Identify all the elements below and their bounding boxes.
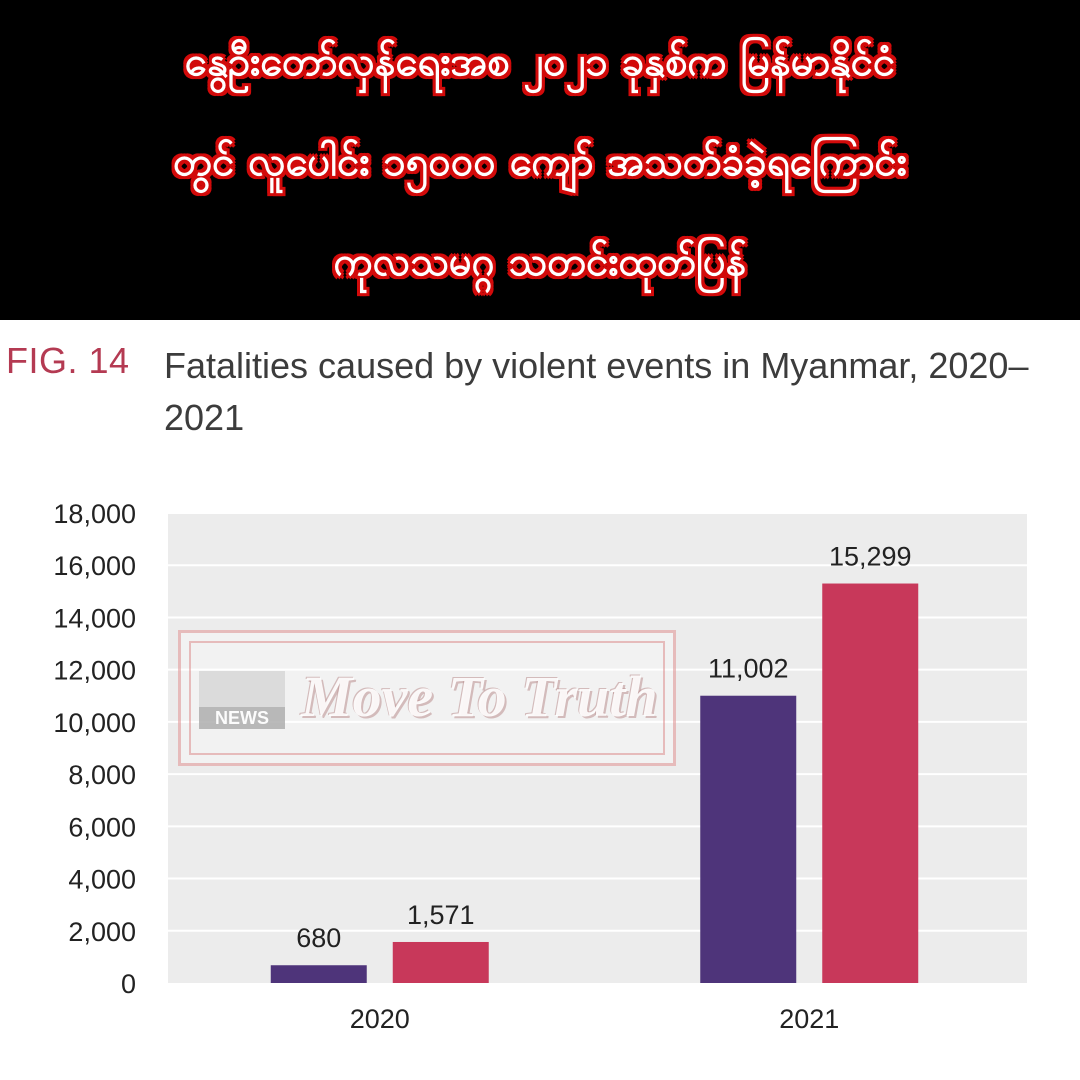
headline-line-1: နွေဦးတော်လှန်ရေးအစ ၂၀၂၁ ခုနှစ်က မြန်မာနိ… [184,39,896,85]
data-label: 11,002 [708,654,789,684]
x-tick-label: 2021 [779,1004,839,1034]
data-label: 680 [296,923,341,953]
data-label: 15,299 [829,542,912,572]
headline-banner: နွေဦးတော်လှန်ရေးအစ ၂၀၂၁ ခုနှစ်က မြန်မာနိ… [0,0,1080,320]
bar [700,695,797,983]
y-tick-label: 4,000 [68,865,136,895]
y-tick-label: 8,000 [68,760,136,790]
y-tick-label: 14,000 [53,603,136,633]
bar [270,965,367,983]
bar [392,941,489,983]
watermark-logo-text: NEWS [199,707,285,729]
watermark-logo-icon: NEWS [199,671,285,729]
data-label: 1,571 [407,900,475,930]
headline-line-3: ကုလသမဂ္ဂ သတင်းထုတ်ပြန် [333,239,747,285]
y-tick-label: 12,000 [53,656,136,686]
y-tick-label: 0 [121,969,136,999]
y-tick-label: 16,000 [53,551,136,581]
bar-chart: 0 2,000 4,000 6,000 8,000 10,000 12,000 14,000 1… [53,499,1027,1034]
y-tick-label: 18,000 [53,499,136,529]
y-tick-label: 6,000 [68,812,136,842]
figure-title: Fatalities caused by violent events in M… [164,345,1029,438]
watermark-frame [189,641,665,755]
y-tick-label: 2,000 [68,917,136,947]
figure-label: FIG. 14 [6,340,130,381]
headline-line-2: တွင် လူပေါင်း ၁၅၀၀၀ ကျော် အသတ်ခံခဲ့ရကြော… [173,139,907,185]
y-tick-label: 10,000 [53,708,136,738]
x-tick-label: 2020 [350,1004,410,1034]
bar [822,583,919,983]
watermark: NEWS Move To Truth [178,630,676,766]
watermark-brand: Move To Truth [301,664,658,729]
